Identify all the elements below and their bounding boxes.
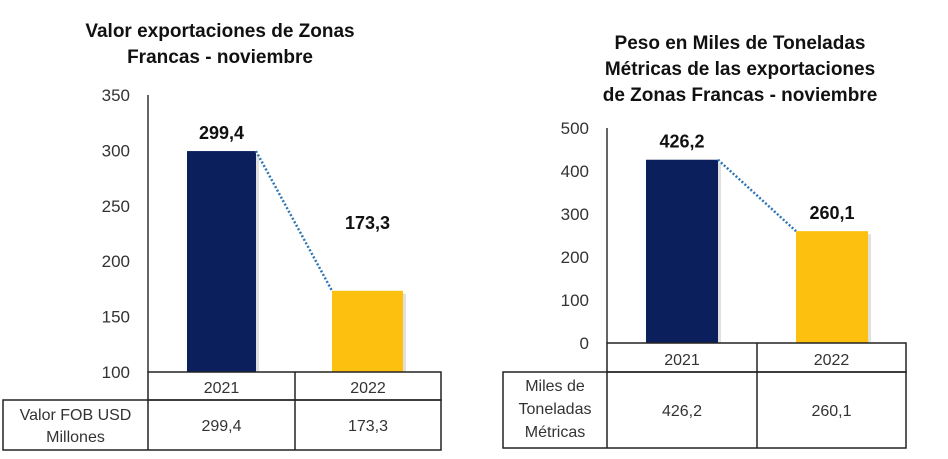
bar-2021 (646, 159, 718, 343)
y-tick-label: 100 (561, 291, 589, 310)
bar-2022 (796, 231, 868, 343)
y-tick-label: 150 (102, 308, 130, 327)
chart1-title: Valor exportaciones de Zonas Francas - n… (20, 19, 420, 71)
category-label: 2022 (350, 380, 386, 397)
table-value: 173,3 (348, 418, 388, 435)
table-row-label: Valor FOB USD (20, 407, 132, 424)
table-data-row (2, 399, 442, 451)
table-data-row (502, 371, 907, 449)
data-label: 299,4 (199, 123, 244, 143)
y-tick-label: 100 (102, 363, 130, 382)
y-tick-label: 250 (102, 197, 130, 216)
table-row-label: Métricas (525, 424, 585, 441)
y-tick-label: 200 (561, 248, 589, 267)
category-label: 2021 (204, 380, 240, 397)
table-row-label: Millones (46, 429, 105, 446)
table-row-label: Toneladas (519, 401, 592, 418)
table-row-label: Miles de (525, 378, 585, 395)
bar-2022 (332, 290, 403, 372)
category-label: 2021 (664, 352, 700, 369)
table-value: 299,4 (201, 418, 241, 435)
y-tick-label: 350 (102, 86, 130, 105)
chart1-title-line: Francas - noviembre (127, 47, 313, 68)
data-label: 173,3 (345, 213, 390, 233)
y-tick-label: 300 (561, 205, 589, 224)
chart2-title-line: Métricas de las exportaciones (604, 59, 876, 80)
bar-2021 (187, 151, 256, 372)
y-tick-label: 400 (561, 162, 589, 181)
y-tick-label: 200 (102, 252, 130, 271)
category-label: 2022 (814, 352, 850, 369)
chart1-title-line: Valor exportaciones de Zonas (85, 21, 355, 42)
chart2-title-line: Peso en Miles de Toneladas (614, 33, 866, 54)
table-value: 260,1 (811, 403, 851, 420)
chart2-title: Peso en Miles de Toneladas Métricas de l… (540, 31, 940, 109)
y-tick-label: 0 (580, 334, 589, 353)
y-tick-label: 500 (561, 119, 589, 138)
trend-line (717, 158, 797, 233)
data-label: 426,2 (659, 132, 704, 152)
data-label: 260,1 (809, 203, 854, 223)
table-value: 426,2 (662, 403, 702, 420)
trend-line (254, 150, 334, 292)
chart2-title-line: de Zonas Francas - noviembre (602, 85, 878, 106)
y-tick-label: 300 (102, 141, 130, 160)
